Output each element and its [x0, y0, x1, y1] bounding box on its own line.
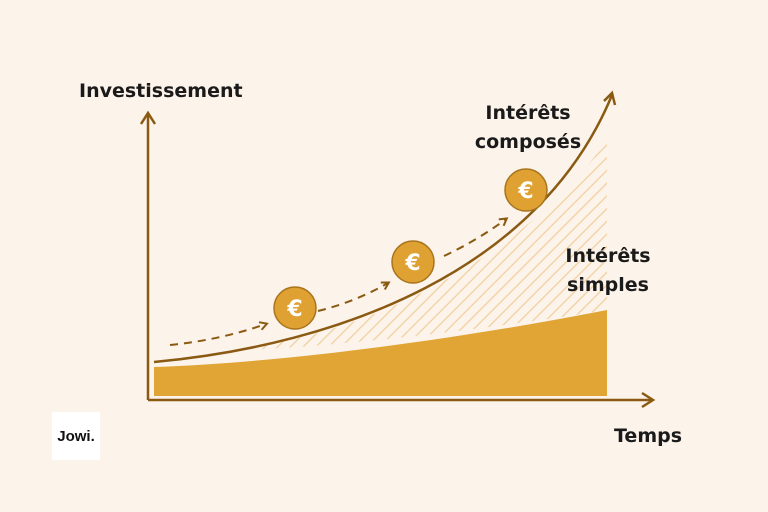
compound-label-line-1: Intérêts — [485, 102, 571, 124]
euro-icon: € — [286, 297, 302, 322]
y-axis-label: Investissement — [79, 80, 243, 102]
dashed-arrow-1 — [169, 324, 266, 346]
simple-interest-label: Intérêts simples — [560, 242, 656, 300]
simple-label-line-2: simples — [567, 274, 649, 296]
compound-interest-label: Intérêts composés — [468, 99, 588, 157]
compound-curve-arrow-icon — [603, 90, 617, 106]
dashed-arrow-2 — [317, 283, 388, 312]
hatched-gain-area — [250, 140, 607, 350]
x-axis-label: Temps — [614, 425, 683, 447]
euro-icon: € — [404, 251, 420, 276]
jowi-logo: Jowi. — [52, 412, 100, 460]
coin-1: € — [273, 286, 317, 330]
euro-icon: € — [517, 179, 533, 204]
x-axis-arrow-icon — [641, 391, 656, 409]
compound-label-line-2: composés — [474, 131, 582, 153]
y-axis-arrow-icon — [139, 110, 157, 125]
compound-interest-curve — [153, 94, 614, 364]
coin-3: € — [504, 168, 548, 212]
simple-interest-area — [154, 310, 607, 396]
simple-label-line-1: Intérêts — [565, 245, 651, 267]
coin-2: € — [391, 240, 435, 284]
dashed-arrow-3 — [443, 219, 506, 257]
